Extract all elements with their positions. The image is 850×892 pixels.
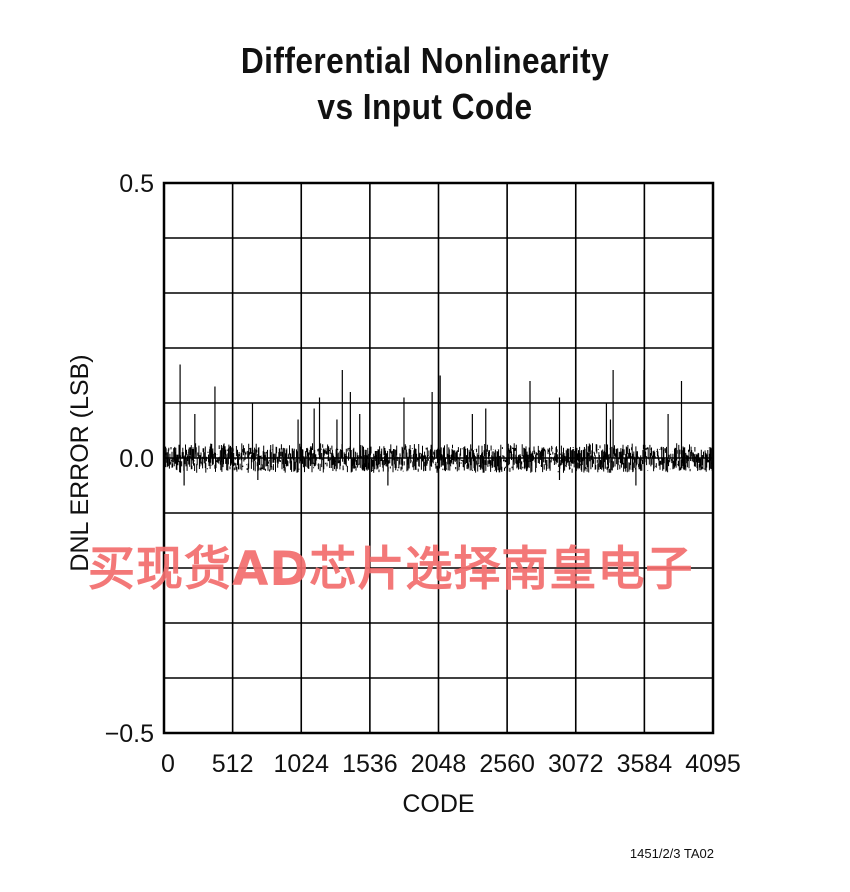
y-tick-label: 0.0 xyxy=(119,445,154,473)
watermark-text: 买现货AD芯片选择南皇电子 xyxy=(88,542,694,597)
dnl-trace xyxy=(163,364,714,486)
x-tick-label: 0 xyxy=(161,750,175,778)
x-tick-labels: 0 512 1024 1536 2048 2560 3072 3584 4095 xyxy=(161,750,741,778)
x-tick-label: 512 xyxy=(212,750,254,778)
x-tick-label: 2048 xyxy=(411,750,467,778)
y-tick-label: 0.5 xyxy=(119,170,154,198)
x-tick-label: 2560 xyxy=(479,750,535,778)
x-tick-label: 3584 xyxy=(617,750,673,778)
y-tick-labels: 0.5 0.0 −0.5 xyxy=(105,170,154,748)
x-tick-label: 3072 xyxy=(548,750,604,778)
x-tick-label: 1536 xyxy=(342,750,398,778)
chart-subtitle: vs Input Code xyxy=(317,86,533,127)
x-tick-label: 4095 xyxy=(685,750,741,778)
x-axis-label: CODE xyxy=(402,790,474,818)
y-axis-label: DNL ERROR (LSB) xyxy=(66,354,94,571)
chart-title: Differential Nonlinearity xyxy=(240,40,610,81)
y-tick-label: −0.5 xyxy=(105,720,154,748)
x-tick-label: 1024 xyxy=(273,750,329,778)
plot-frame xyxy=(162,181,715,735)
figure-id: 1451/2/3 TA02 xyxy=(629,846,714,861)
